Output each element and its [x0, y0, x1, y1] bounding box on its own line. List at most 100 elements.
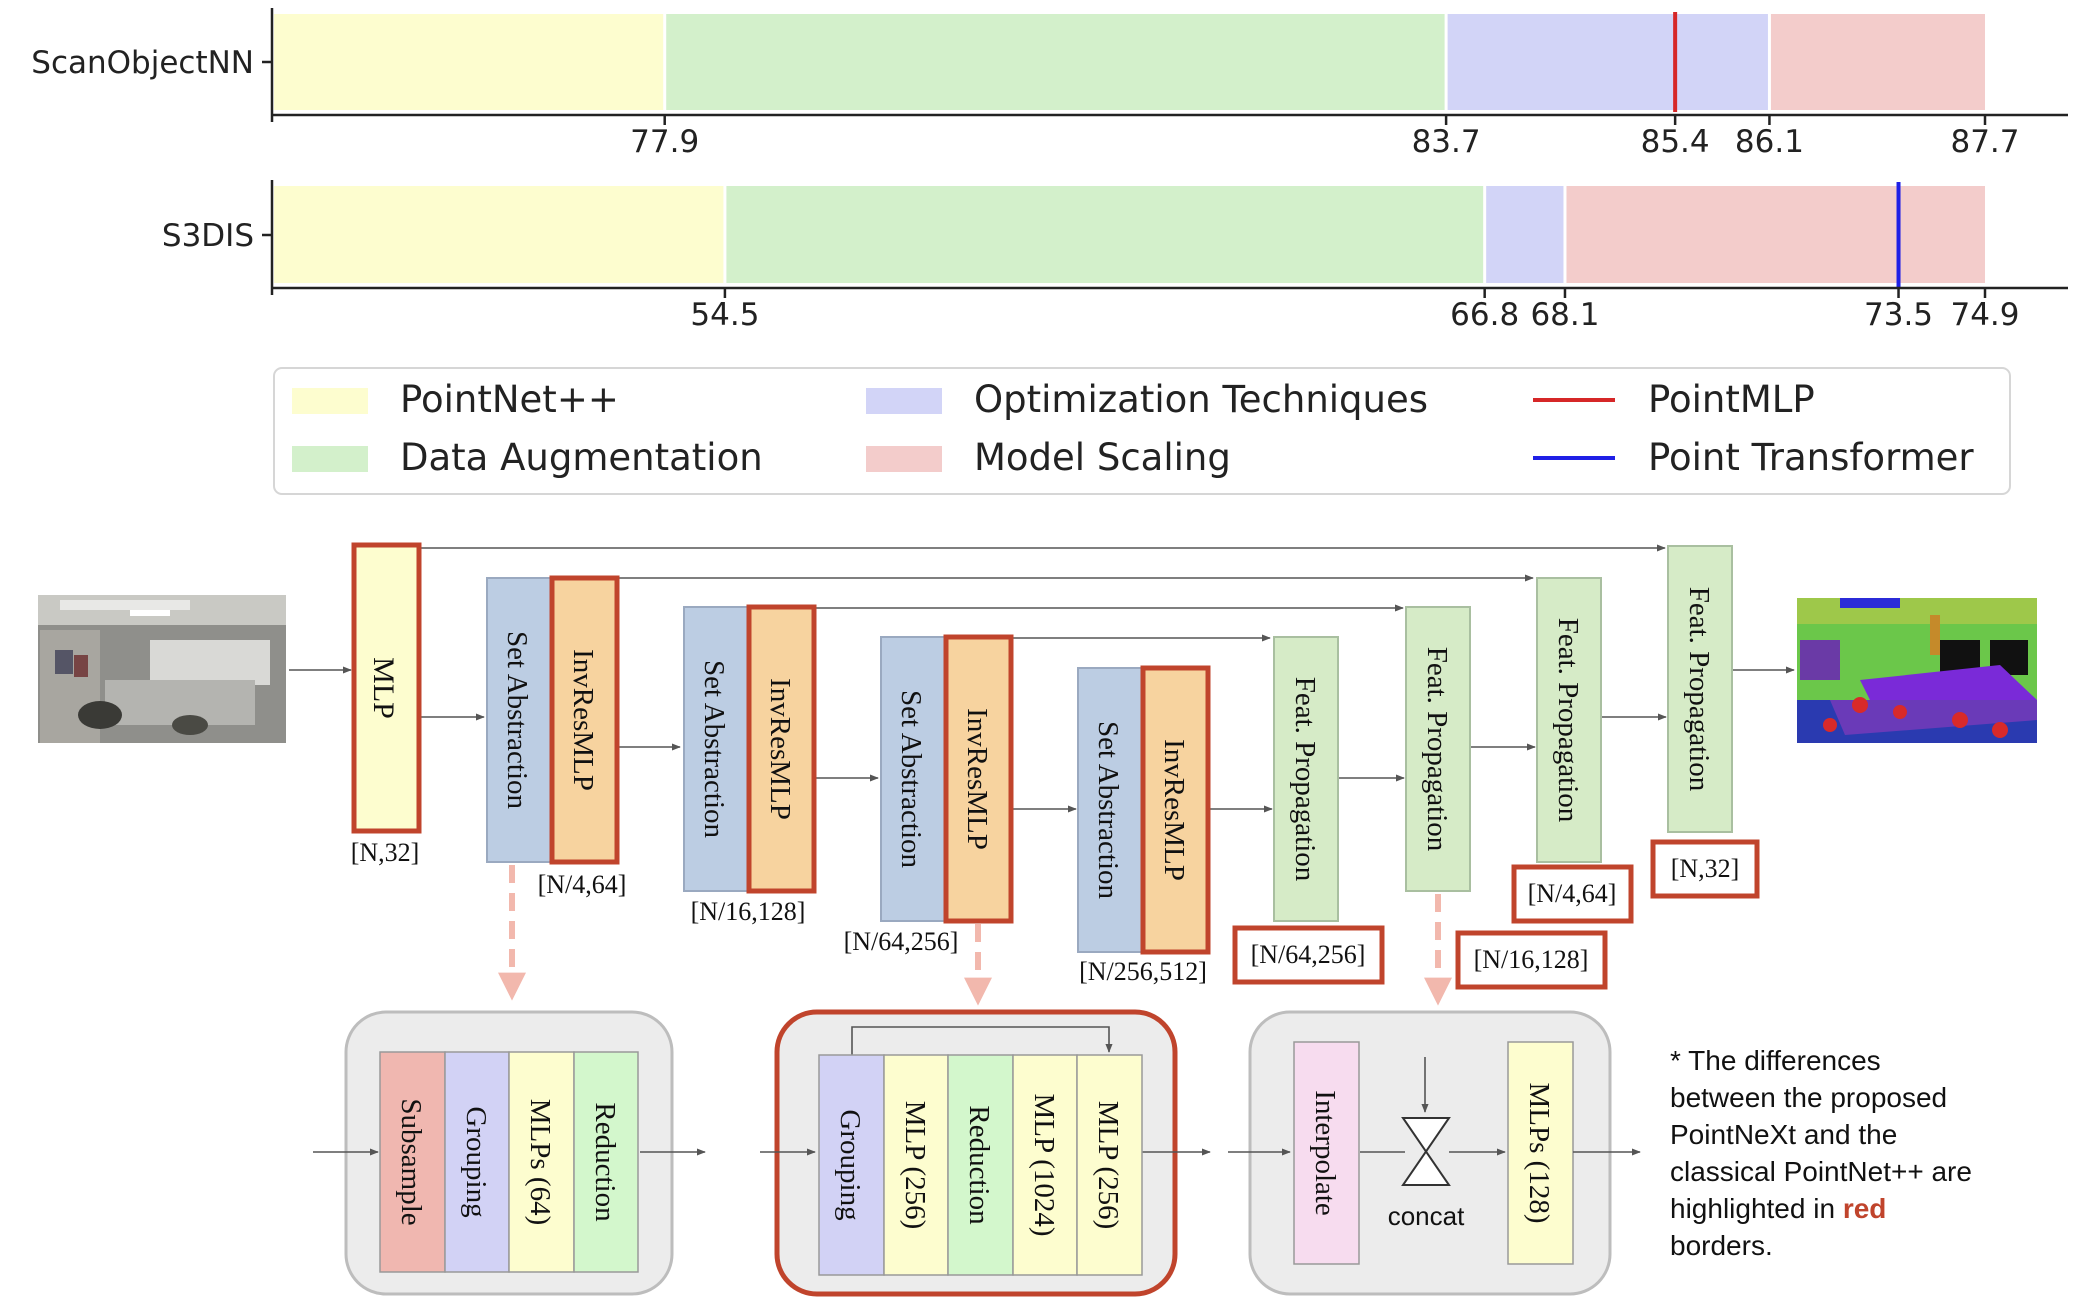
mlp-256-label-2: MLP (256) [1092, 1101, 1124, 1230]
encoder-stage-1: Set Abstraction InvResMLP [N/4,64] [486, 575, 627, 899]
decoder-stage-2: Feat. Propagation [N/16,128] [1405, 606, 1608, 990]
sa-module-detail: Subsample Grouping MLPs (64) Reduction [313, 1010, 706, 1296]
bar-segment [274, 14, 665, 110]
shape-label: [N/4,64] [1528, 879, 1617, 908]
x-tick-label: 77.9 [630, 124, 699, 160]
reduction-label: Reduction [589, 1102, 621, 1222]
bar-segments [274, 186, 1985, 283]
note-prefix: highlighted in [1670, 1193, 1843, 1224]
x-tick-label: 68.1 [1530, 297, 1599, 333]
note-line-6: borders. [1670, 1230, 1773, 1261]
x-tick-label: 54.5 [690, 297, 759, 333]
note-line-4: classical PointNet++ are [1670, 1156, 1972, 1187]
note-line-3: PointNeXt and the [1670, 1119, 1897, 1150]
shape-label-box [1650, 839, 1760, 899]
grouping-label: Grouping [460, 1106, 492, 1217]
set-abstraction-label: Set Abstraction [1092, 721, 1124, 900]
legend-label: Point Transformer [1648, 436, 1974, 479]
bar-segment [724, 186, 1485, 283]
shape-label: [N,32] [1671, 854, 1740, 883]
grouping-label: Grouping [834, 1109, 866, 1220]
flow-arrows [289, 666, 1795, 813]
bar-segment [664, 14, 1447, 110]
set-abstraction-label: Set Abstraction [895, 690, 927, 869]
shape-label-box [1511, 864, 1634, 924]
decoder-stage-3: Feat. Propagation [N/4,64] [1511, 577, 1634, 924]
shape-label: [N/16,128] [1474, 945, 1589, 974]
encoder-stage-3: Set Abstraction InvResMLP [N/64,256] [844, 634, 1014, 956]
bar-segment [1564, 186, 1985, 283]
interpolate-label: Interpolate [1309, 1090, 1341, 1216]
category-label-s3dis: S3DIS [162, 218, 254, 254]
feat-propagation-label: Feat. Propagation [1421, 647, 1453, 852]
feat-propagation-label: Feat. Propagation [1683, 587, 1715, 792]
legend-label: PointMLP [1648, 378, 1815, 421]
invresmlp-module-detail: Grouping MLP (256) Reduction MLP (1024) … [760, 1009, 1211, 1297]
x-tick-label: 83.7 [1412, 124, 1481, 160]
legend-label: Data Augmentation [400, 436, 763, 479]
bar-segments [274, 14, 1985, 110]
set-abstraction-label: Set Abstraction [501, 631, 533, 810]
mlp-block: MLP [N,32] [351, 542, 422, 867]
legend: PointNet++ Optimization Techniques PointML… [273, 367, 2011, 495]
shape-label: [N/256,512] [1079, 957, 1207, 986]
category-label-scanobjectnn: ScanObjectNN [31, 45, 254, 81]
x-tick-label: 66.8 [1450, 297, 1519, 333]
fp-module-detail: Interpolate concat MLPs (128) [1228, 1010, 1641, 1296]
shape-label: [N/64,256] [844, 927, 959, 956]
decoder-stage-1: Feat. Propagation [N/64,256] [1232, 636, 1385, 985]
shape-label-box [1455, 930, 1608, 990]
x-tick-label: 73.5 [1864, 297, 1933, 333]
note-line-1: * The differences [1670, 1045, 1881, 1076]
bar-scanobjectnn: ScanObjectNN 77.9 83.7 85.4 86.1 87.7 [31, 8, 2068, 160]
x-ticks: 54.5 66.8 68.1 73.5 74.9 [690, 288, 2020, 333]
invresmlp-label: InvResMLP [1158, 739, 1190, 881]
mlps-label: MLPs (64) [524, 1099, 556, 1225]
bar-segment [1484, 186, 1565, 283]
concat-icon [1401, 1117, 1451, 1186]
bar-segment [274, 186, 725, 283]
invresmlp-label: InvResMLP [961, 708, 993, 850]
bar-segment [1446, 14, 1770, 110]
x-tick-label: 87.7 [1950, 124, 2019, 160]
mlp-256-label: MLP (256) [899, 1101, 931, 1230]
note-line-2: between the proposed [1670, 1082, 1947, 1113]
mlps-128-label: MLPs (128) [1523, 1083, 1555, 1224]
invresmlp-label: InvResMLP [764, 678, 796, 820]
bar-chart: ScanObjectNN 77.9 83.7 85.4 86.1 87.7 S3DIS … [31, 8, 2068, 333]
legend-swatch [866, 388, 942, 414]
set-abstraction-label: Set Abstraction [698, 660, 730, 839]
architecture-diagram: MLP [N,32] Set Abstraction InvResMLP [N/… [38, 542, 2037, 1297]
legend-swatch [866, 446, 942, 472]
expansion-arrows [498, 865, 1452, 1006]
bar-s3dis: S3DIS 54.5 66.8 68.1 73.5 74.9 [162, 180, 2068, 333]
decoder-stage-4: Feat. Propagation [N,32] [1650, 545, 1760, 899]
legend-swatch [292, 446, 368, 472]
legend-swatch [292, 388, 368, 414]
skip-connections [420, 544, 1666, 642]
concat-label: concat [1388, 1201, 1465, 1231]
x-tick-label: 86.1 [1735, 124, 1804, 160]
shape-label: [N,32] [351, 838, 420, 867]
x-ticks: 77.9 83.7 85.4 86.1 87.7 [630, 115, 2020, 160]
legend-label: PointNet++ [400, 378, 619, 421]
note-line-5: highlighted in red [1670, 1193, 1886, 1224]
shape-label-box [1232, 925, 1385, 985]
bar-segment [1769, 14, 1985, 110]
x-tick-label: 85.4 [1641, 124, 1710, 160]
x-tick-label: 74.9 [1950, 297, 2019, 333]
encoder-stage-4: Set Abstraction InvResMLP [N/256,512] [1077, 665, 1211, 986]
footnote: * The differences between the proposed P… [1670, 1045, 1972, 1261]
encoder-stage-2: Set Abstraction InvResMLP [N/16,128] [683, 604, 817, 926]
reduction-label: Reduction [963, 1105, 995, 1225]
shape-label: [N/64,256] [1251, 940, 1366, 969]
legend-label: Optimization Techniques [974, 378, 1428, 421]
note-highlight: red [1843, 1193, 1887, 1224]
feat-propagation-label: Feat. Propagation [1552, 618, 1584, 823]
shape-label: [N/4,64] [538, 870, 627, 899]
mlp-label: MLP [367, 657, 400, 719]
input-image [38, 595, 286, 743]
mlp-1024-label: MLP (1024) [1028, 1093, 1060, 1236]
feat-propagation-label: Feat. Propagation [1289, 677, 1321, 882]
legend-label: Model Scaling [974, 436, 1231, 479]
